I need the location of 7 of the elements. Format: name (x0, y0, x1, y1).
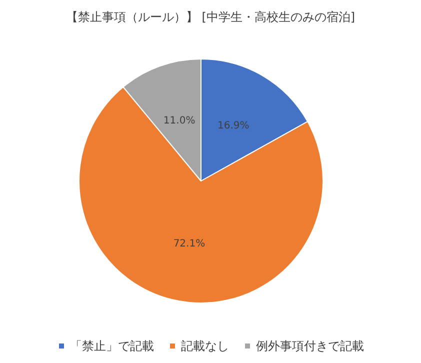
data-label: 16.9% (218, 120, 250, 132)
chart-title: 【禁止事項（ルール）】 [中学生・高校生のみの宿泊] (66, 10, 356, 24)
legend-label: 記載なし (181, 339, 229, 353)
data-label: 11.0% (163, 115, 196, 126)
legend-label: 例外事項付きで記載 (256, 339, 364, 353)
legend-label: 「禁止」で記載 (70, 339, 154, 353)
data-label: 72.1% (173, 238, 206, 250)
